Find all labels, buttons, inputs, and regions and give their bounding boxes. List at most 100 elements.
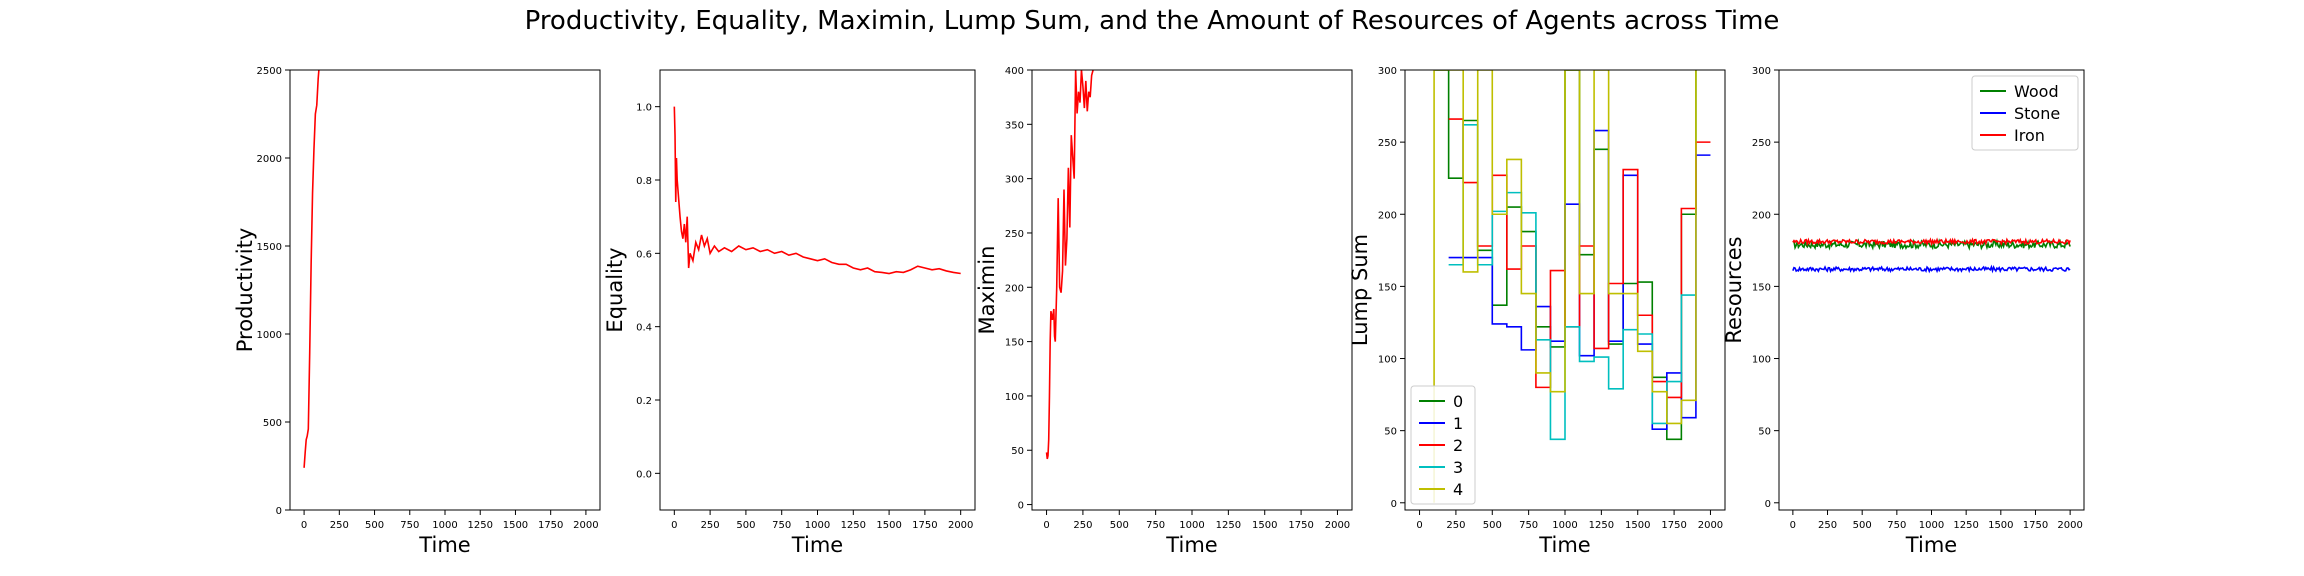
chart-panel-5: 0 250 500 750 1000 1250 1500 1750 2000 0 50 100 150 2…	[1722, 66, 2085, 557]
x-tick-label: 2000	[1698, 520, 1723, 531]
legend-label: 4	[1453, 480, 1463, 499]
x-axis-label: Time	[1538, 533, 1590, 557]
y-tick-label: 100	[1378, 355, 1397, 366]
y-tick-label: 0	[1391, 499, 1397, 510]
series-line-1-0	[303, 70, 320, 468]
y-tick-label: 50	[1758, 427, 1771, 438]
legend-box	[1971, 75, 2079, 151]
x-tick-label: 0	[1416, 520, 1422, 531]
x-tick-label: 1250	[468, 520, 493, 531]
y-tick-label: 250	[1005, 229, 1024, 240]
x-tick-label: 1250	[1953, 520, 1978, 531]
y-tick-label: 0.2	[636, 396, 652, 407]
y-tick-label: 500	[263, 418, 282, 429]
chart-panel-2: 0 250 500 750 1000 1250 1500 1750 2000 0.0 0.2 0.4 0…	[603, 69, 976, 557]
y-tick-label: 1000	[257, 330, 282, 341]
x-tick-label: 500	[1110, 520, 1129, 531]
y-tick-label: 150	[1005, 338, 1024, 349]
y-tick-label: 100	[1005, 392, 1024, 403]
legend: Wood Stone Iron	[1971, 75, 2079, 151]
y-tick-label: 250	[1752, 138, 1771, 149]
x-tick-label: 1750	[1288, 520, 1313, 531]
y-tick-label: 150	[1378, 282, 1397, 293]
x-tick-label: 250	[1446, 520, 1465, 531]
x-tick-label: 1250	[1589, 520, 1614, 531]
x-tick-label: 0	[301, 520, 307, 531]
x-tick-label: 750	[1887, 520, 1906, 531]
axes-frame	[289, 69, 601, 511]
legend-label: Iron	[2014, 126, 2045, 145]
x-tick-label: 500	[1853, 520, 1872, 531]
x-tick-label: 250	[330, 520, 349, 531]
x-tick-label: 1750	[2023, 520, 2048, 531]
chart-panel-4: 0 250 500 750 1000 1250 1500 1750 20000501001502…	[1348, 66, 1726, 557]
legend-label: 0	[1453, 392, 1463, 411]
x-tick-label: 500	[365, 520, 384, 531]
y-tick-label: 0.6	[636, 249, 652, 260]
series-group	[673, 106, 961, 275]
y-tick-label: 0.4	[636, 323, 652, 334]
x-axis-label: Time	[1165, 533, 1217, 557]
y-tick-label: 200	[1378, 210, 1397, 221]
x-tick-label: 1000	[1919, 520, 1944, 531]
series-line-3-0	[1045, 70, 1094, 460]
y-tick-label: 300	[1005, 175, 1024, 186]
x-tick-label: 2000	[2057, 520, 2082, 531]
y-tick-label: 50	[1384, 427, 1397, 438]
x-tick-label: 750	[1146, 520, 1165, 531]
y-tick-label: 350	[1005, 120, 1024, 131]
series-group	[1045, 70, 1094, 460]
legend-label: Wood	[2014, 82, 2059, 101]
x-tick-label: 1500	[503, 520, 528, 531]
x-tick-label: 1500	[876, 520, 901, 531]
x-tick-label: 1000	[805, 520, 830, 531]
x-tick-label: 1500	[1625, 520, 1650, 531]
y-axis-label: Productivity	[233, 228, 257, 353]
y-tick-label: 1.0	[636, 103, 652, 114]
chart-panel-3: 0 250 500 750 1000 1250 1500 1750 2000 0 50 100 150 2…	[975, 66, 1353, 557]
series-group	[1433, 70, 1711, 503]
series-line-2-0	[673, 106, 961, 275]
x-tick-label: 500	[736, 520, 755, 531]
y-tick-label: 200	[1005, 283, 1024, 294]
legend: 0 1 2 3 4	[1410, 385, 1476, 505]
figure-title: Productivity, Equality, Maximin, Lump Su…	[524, 6, 1780, 36]
x-tick-label: 750	[1519, 520, 1538, 531]
series-line-Stone	[1792, 264, 2071, 274]
series-group	[1792, 237, 2071, 274]
y-tick-label: 300	[1378, 66, 1397, 77]
y-axis-label: Maximin	[975, 246, 999, 335]
x-tick-label: 250	[1073, 520, 1092, 531]
y-tick-label: 0	[276, 506, 282, 517]
y-tick-label: 0	[1765, 499, 1771, 510]
chart-panel-1: 0 250 500 750 1000 1250 1500 1750 2000 0 500 1000 15…	[233, 66, 601, 557]
x-tick-label: 2000	[573, 520, 598, 531]
x-tick-label: 0	[1043, 520, 1049, 531]
y-tick-label: 0.0	[636, 469, 652, 480]
x-tick-label: 0	[671, 520, 677, 531]
y-tick-label: 300	[1752, 66, 1771, 77]
x-tick-label: 0	[1790, 520, 1796, 531]
x-tick-label: 500	[1483, 520, 1502, 531]
x-tick-label: 1000	[1179, 520, 1204, 531]
y-tick-label: 2500	[257, 66, 282, 77]
series-line-4	[1433, 70, 1697, 503]
x-tick-label: 1000	[1552, 520, 1577, 531]
y-tick-label: 250	[1378, 138, 1397, 149]
legend-label: Stone	[2014, 104, 2060, 123]
x-tick-label: 1250	[841, 520, 866, 531]
x-tick-label: 2000	[1325, 520, 1350, 531]
x-tick-label: 1000	[432, 520, 457, 531]
x-axis-label: Time	[791, 533, 843, 557]
y-tick-label: 100	[1752, 355, 1771, 366]
legend-label: 1	[1453, 414, 1463, 433]
y-tick-label: 2000	[257, 154, 282, 165]
series-group	[303, 70, 320, 468]
y-tick-label: 50	[1011, 446, 1024, 457]
x-tick-label: 250	[701, 520, 720, 531]
x-tick-label: 750	[400, 520, 419, 531]
series-line-Iron	[1792, 237, 2071, 247]
y-tick-label: 400	[1005, 66, 1024, 77]
axes-frame	[659, 69, 976, 511]
